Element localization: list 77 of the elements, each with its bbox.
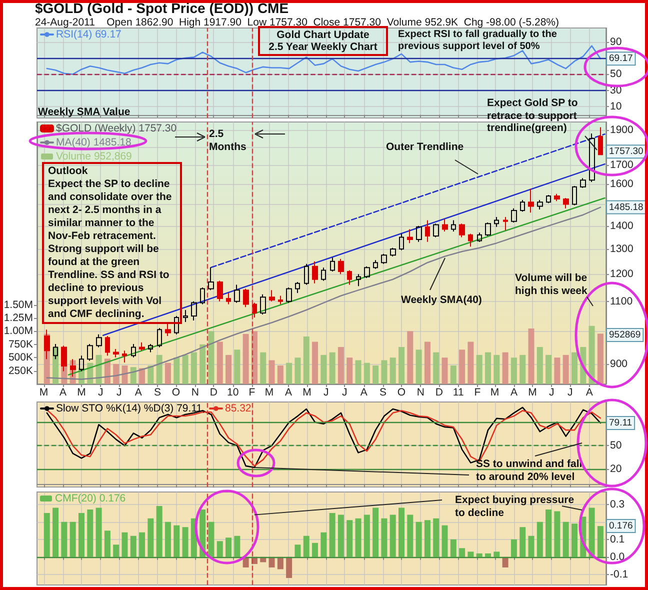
annotation: 0.176 [609,520,633,532]
y2-tick-label: 1.50M [4,298,33,311]
annotation: Gold Chart Update 2.5 Year Weekly Chart [268,29,378,53]
x-tick-label: M [490,386,500,398]
x-tick-label: A [134,386,142,398]
x-tick-label: J [568,386,573,398]
x-tick-label: A [59,386,66,398]
annotation: Volume will be high this week [515,272,588,297]
annotation: Weekly SMA Value [38,106,130,118]
y-tick-label: 10 [610,100,622,113]
legend-label: 85.32 [225,402,252,414]
x-tick-label: O [172,386,180,398]
y-tick-label: 1200 [610,268,634,280]
y2-tick-label: 750K [8,338,33,350]
legend-label: RSI(14) 69.17 [56,28,122,40]
x-tick-label: N [416,386,424,398]
x-tick-label: N [191,386,199,398]
x-tick-label: A [510,386,518,398]
x-tick-label: 11 [452,386,464,398]
chart-subtitle: 24-Aug-2011 Open 1862.90 High 1917.90 Low 1757.30 Close 1757.30 Volume 952.9K Chg -98.00 (-5.28%) [35,16,560,28]
y2-tick-label: 250K [8,364,33,377]
x-tick-label: A [360,386,368,398]
y2-tick-label: 500K [8,352,33,364]
y-tick-label: 1100 [610,295,633,308]
annotation: 1757.30 [609,146,644,158]
annotation: 79.11 [609,417,632,428]
text: Outlook Expect the SP to decline and consolidate over the next 2- 2.5 months in a similar manner to the Nov-Feb retracement. Strong support will be found at the green Trendline. SS and RSI to decline to previous support levels with Vol and CMF declining. [48,165,172,320]
x-tick-label: M [77,386,86,398]
y-tick-label: 0.0 [610,550,625,563]
x-tick-label: J [342,386,348,398]
x-tick-label: F [474,386,481,398]
x-tick-label: D [435,386,444,398]
y-tick-label: 0.3 [610,498,625,510]
x-tick-label: J [98,386,104,398]
annotation: Outer Trendline [386,141,464,154]
y-tick-label: -0.1 [610,568,628,580]
x-tick-label: M [528,386,537,398]
annotation: Expect buying pressure to decline [455,494,574,519]
annotation: Expect RSI to fall gradually to the previous support level of 50% [398,29,557,53]
chart-title: $GOLD (Gold - Spot Price (EOD)) CME [35,0,289,16]
x-tick-label: A [586,386,593,398]
x-tick-label: M [302,386,312,398]
legend-label: MA(40) 1485.18 [56,136,132,148]
y-tick-label: 20 [610,463,622,476]
legend-label: CMF(20) 0.176 [55,492,126,504]
x-tick-label: S [379,386,386,398]
y2-tick-label: 1.25M [4,312,33,324]
annotation: 2.5 Months [209,128,246,153]
legend-label: Volume 952,869 [56,150,132,162]
x-tick-label: M [264,386,274,398]
y2-tick-label: 1.00M [4,325,33,338]
y-tick-label: 1600 [610,178,634,190]
y-tick-label: 50 [610,440,622,452]
x-tick-label: A [284,386,292,398]
y-tick-label: 900 [610,358,628,370]
x-tick-label: J [549,386,554,398]
legend-label: $GOLD (Weekly) 1757.30 [56,122,177,134]
y-tick-label: 0.1 [610,533,625,546]
text: 952869 [609,330,641,340]
y-tick-label: 1700 [610,158,634,171]
x-tick-label: F [248,386,256,398]
y-tick-label: 1400 [610,220,634,232]
x-tick-label: 10 [227,386,239,398]
annotation: 69.17 [609,53,633,64]
annotation: Expect Gold SP to retrace to support trendline(green) [487,97,578,134]
annotation: Weekly SMA(40) [401,294,482,306]
x-tick-label: J [116,386,122,398]
x-tick-label: M [39,386,48,398]
y-tick-label: 90 [610,36,622,48]
y-tick-label: 1300 [610,243,634,256]
y-tick-label: 50 [610,68,622,80]
x-tick-label: J [324,386,329,398]
annotation: 1485.18 [609,202,644,213]
x-tick-label: O [397,386,406,398]
x-tick-label: D [210,386,218,398]
x-tick-label: S [154,386,161,398]
y-tick-label: 1900 [610,124,634,136]
